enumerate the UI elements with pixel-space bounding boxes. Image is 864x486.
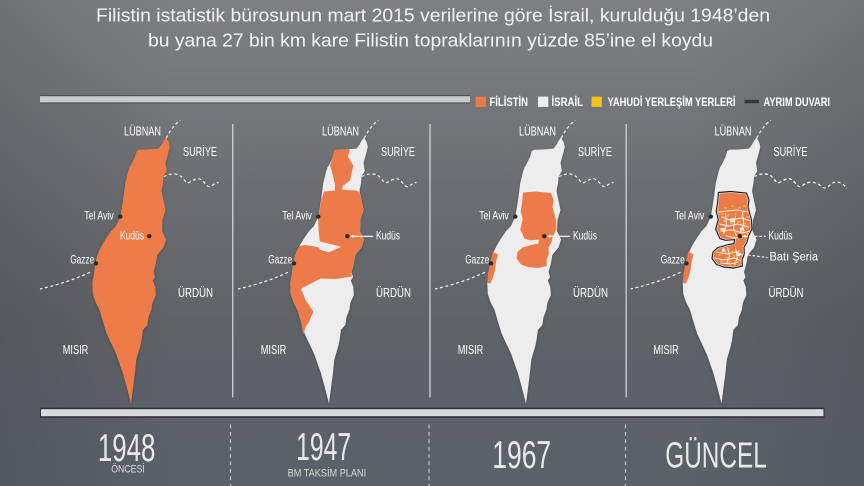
svg-text:LÜBNAN: LÜBNAN [519, 125, 556, 139]
svg-text:ÜRDÜN: ÜRDÜN [178, 286, 213, 300]
svg-text:SURİYE: SURİYE [381, 145, 415, 159]
svg-text:LÜBNAN: LÜBNAN [715, 125, 752, 139]
svg-text:İSRAİL: İSRAİL [552, 94, 584, 109]
svg-text:Tel Aviv: Tel Aviv [282, 208, 312, 222]
svg-text:MISIR: MISIR [653, 343, 679, 357]
svg-text:Kudüs: Kudüs [573, 229, 597, 243]
svg-text:ÜRDÜN: ÜRDÜN [376, 286, 411, 300]
svg-text:Gazze: Gazze [465, 253, 489, 267]
svg-text:YAHUDİ YERLEŞİM YERLERİ: YAHUDİ YERLEŞİM YERLERİ [608, 94, 736, 109]
svg-text:GÜNCEL: GÜNCEL [665, 435, 767, 476]
svg-text:SURİYE: SURİYE [183, 145, 217, 159]
svg-text:Gazze: Gazze [268, 253, 292, 267]
svg-text:FİLİSTİN: FİLİSTİN [490, 94, 529, 109]
svg-text:AYRIM DUVARI: AYRIM DUVARI [764, 95, 831, 109]
svg-text:Tel Aviv: Tel Aviv [675, 208, 705, 222]
svg-text:Kudüs: Kudüs [376, 229, 400, 243]
svg-text:BM TAKSİM PLANI: BM TAKSİM PLANI [288, 467, 367, 480]
svg-text:SURİYE: SURİYE [578, 145, 612, 159]
svg-text:Tel Aviv: Tel Aviv [479, 208, 509, 222]
svg-text:Filistin istatistik bürosunun: Filistin istatistik bürosunun mart 2015 … [96, 5, 770, 25]
svg-text:ÖNCESİ: ÖNCESİ [111, 463, 145, 476]
svg-text:Kudüs: Kudüs [769, 229, 793, 243]
svg-text:MISIR: MISIR [63, 343, 89, 357]
svg-text:Kudüs: Kudüs [120, 228, 144, 242]
svg-text:ÜRDÜN: ÜRDÜN [769, 286, 804, 300]
svg-text:LÜBNAN: LÜBNAN [322, 125, 359, 139]
svg-text:bu yana 27 bin km kare Filisti: bu yana 27 bin km kare Filistin toprakla… [148, 30, 713, 50]
svg-text:MISIR: MISIR [458, 343, 484, 357]
svg-text:1948: 1948 [98, 427, 156, 470]
svg-text:Batı Şeria: Batı Şeria [770, 252, 819, 264]
svg-text:SURİYE: SURİYE [774, 145, 808, 159]
svg-text:1967: 1967 [492, 434, 551, 477]
svg-text:Gazze: Gazze [661, 253, 685, 267]
svg-text:MISIR: MISIR [261, 343, 287, 357]
svg-text:Gazze: Gazze [70, 253, 94, 267]
svg-text:LÜBNAN: LÜBNAN [124, 125, 161, 139]
svg-text:ÜRDÜN: ÜRDÜN [573, 286, 608, 300]
svg-text:Tel Aviv: Tel Aviv [84, 208, 114, 222]
svg-text:1947: 1947 [296, 426, 351, 469]
